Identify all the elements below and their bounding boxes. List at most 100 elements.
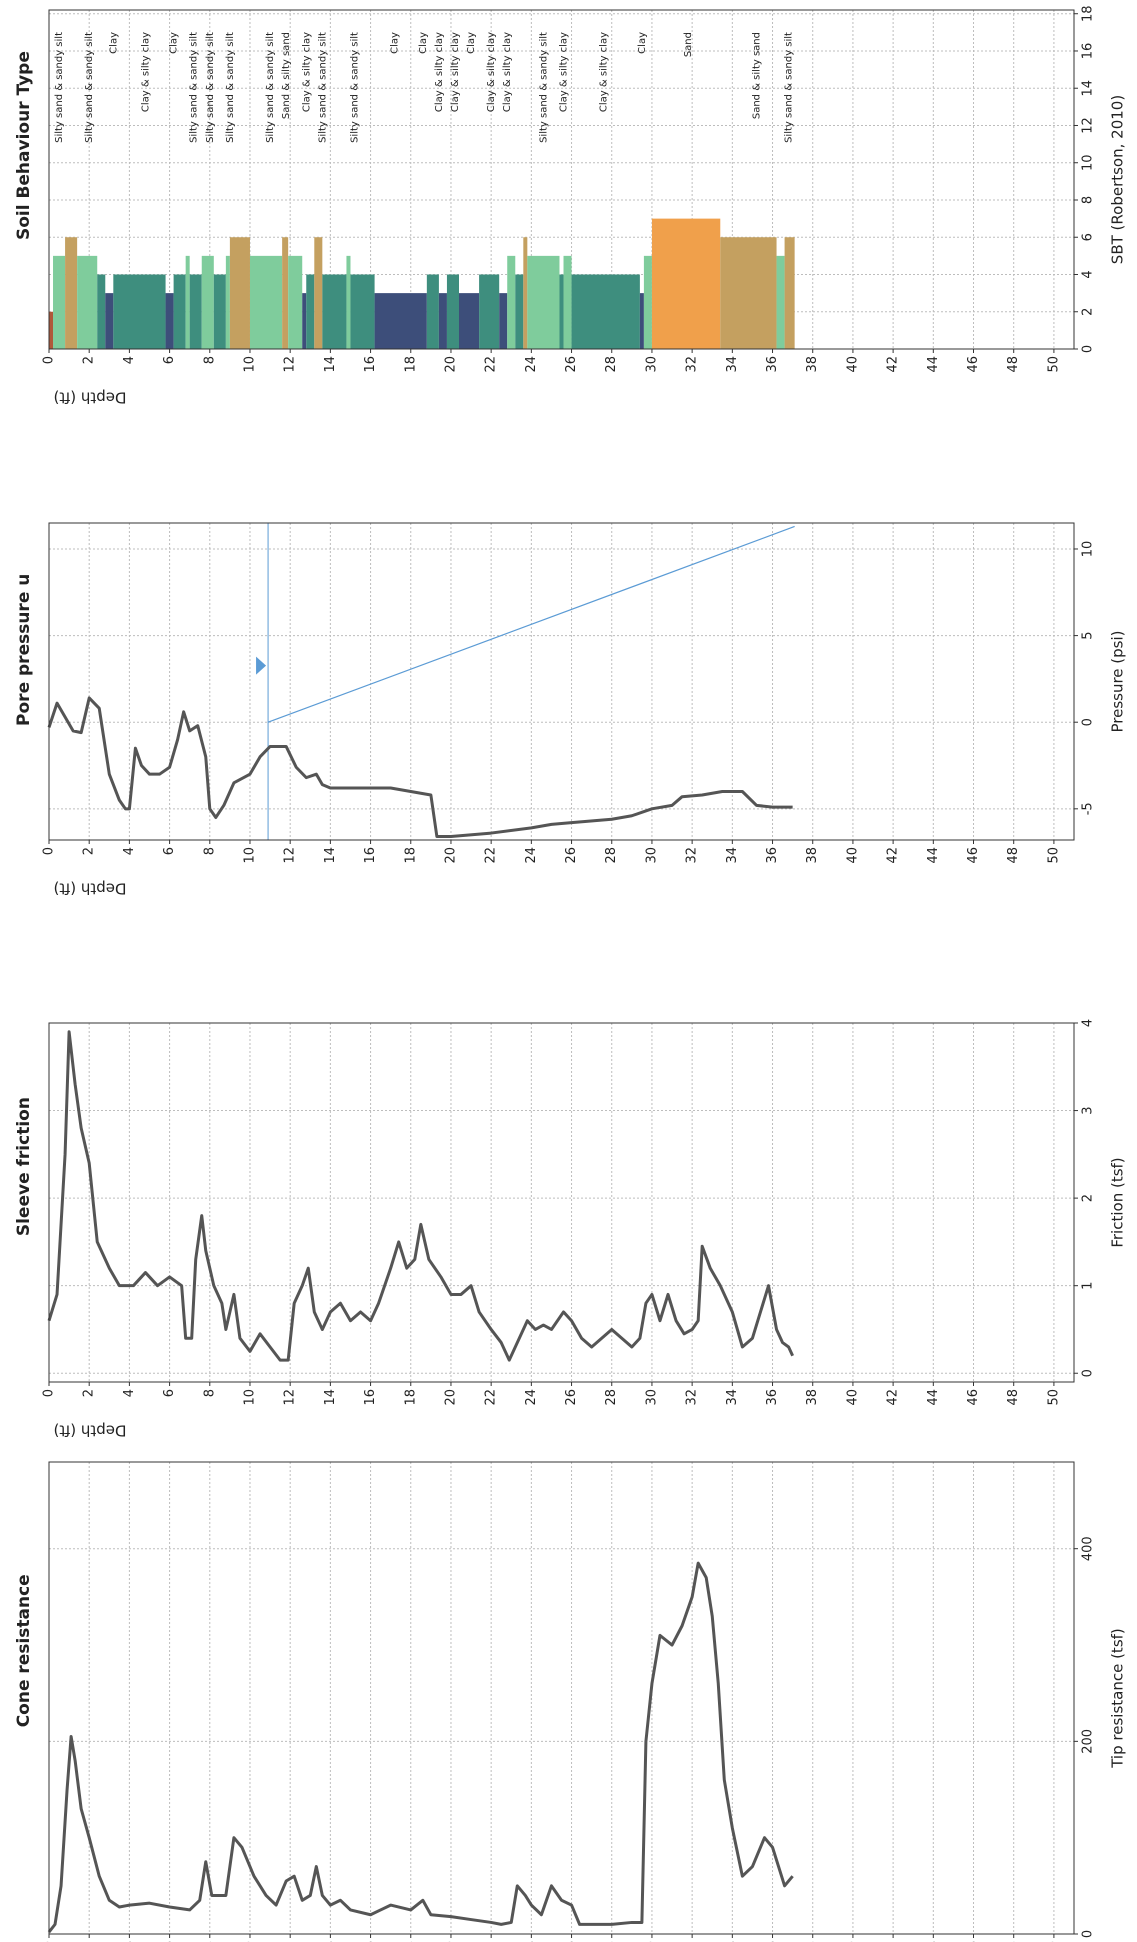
sbt-bar <box>173 274 186 349</box>
sbt-bar <box>446 274 459 349</box>
x-tick-label: 42 <box>886 356 901 373</box>
sbt-bar <box>350 274 375 349</box>
sbt-label: Silty sand & sandy silt <box>225 32 236 143</box>
sbt-bar <box>49 311 54 349</box>
sbt-bar <box>53 255 66 349</box>
sbt-bar <box>165 293 174 349</box>
sbt-label: Clay & silty clay <box>486 32 497 112</box>
y-tick-label: 0 <box>1081 1930 1096 1938</box>
x-tick-label: 12 <box>283 1389 298 1406</box>
x-tick-label: 44 <box>926 847 941 864</box>
y-axis-label: Tip resistance (tsf) <box>1109 1628 1127 1769</box>
x-tick-label: 4 <box>122 847 137 855</box>
x-tick-label: 4 <box>122 1389 137 1397</box>
sbt-bar <box>639 293 644 349</box>
x-tick-label: 10 <box>242 356 257 373</box>
chart-title: Pore pressure u <box>14 574 34 726</box>
y-tick-label: 2 <box>1081 1194 1096 1202</box>
y-tick-label: 6 <box>1081 233 1096 241</box>
y-tick-label: 200 <box>1081 1729 1096 1754</box>
x-tick-label: 6 <box>162 356 177 364</box>
sbt-bar <box>65 237 78 349</box>
y-tick-label: 10 <box>1081 154 1096 171</box>
x-tick-label: 44 <box>926 356 941 373</box>
sbt-bar <box>306 274 315 349</box>
x-tick-label: 8 <box>202 847 217 855</box>
sbt-label: Silty sand & sandy silt <box>84 32 95 143</box>
sbt-bar <box>282 237 289 349</box>
y-tick-label: 18 <box>1081 5 1096 22</box>
x-tick-label: 20 <box>443 847 458 864</box>
x-tick-label: 16 <box>363 847 378 864</box>
data-line <box>47 1561 794 1933</box>
plot-frame <box>48 1461 1075 1935</box>
x-tick-label: 16 <box>363 1389 378 1406</box>
x-tick-label: 32 <box>685 847 700 864</box>
sbt-label: Clay & silty clay <box>502 32 513 112</box>
sbt-bar <box>185 255 190 349</box>
sbt-bar <box>302 293 307 349</box>
sbt-bar <box>720 237 777 349</box>
x-tick-label: 2 <box>82 1389 97 1397</box>
sbt-label: Silty sand & sandy silt <box>189 32 200 143</box>
x-tick-label: 48 <box>1006 356 1021 373</box>
chart-title: Cone resistance <box>14 1574 34 1727</box>
sbt-label: Silty sand & sandy silt <box>538 32 549 143</box>
x-tick-label: 10 <box>242 1389 257 1406</box>
sbt-bar <box>507 255 516 349</box>
sbt-label: Silty sand & sandy silt <box>205 32 216 143</box>
x-tick-label: 20 <box>443 1389 458 1406</box>
sbt-label: Clay & silty clay <box>559 32 570 112</box>
sbt-bar <box>113 274 166 349</box>
x-tick-label: 18 <box>403 847 418 864</box>
x-tick-label: 30 <box>644 356 659 373</box>
plot-frame <box>48 9 1075 350</box>
water-table-marker <box>256 656 267 675</box>
y-axis-label: SBT (Robertson, 2010) <box>1109 95 1127 264</box>
sbt-label: Silty sand & sandy silt <box>265 32 276 143</box>
sbt-bar <box>374 293 427 349</box>
sbt-bar <box>438 293 447 349</box>
x-tick-label: 44 <box>926 1389 941 1406</box>
sbt-bar <box>563 255 572 349</box>
x-tick-label: 28 <box>604 1389 619 1406</box>
x-tick-label: 26 <box>564 1389 579 1406</box>
sbt-bar <box>515 274 524 349</box>
y-tick-label: 10 <box>1081 541 1096 558</box>
y-tick-label: 12 <box>1081 117 1096 134</box>
y-tick-label: 16 <box>1081 43 1096 60</box>
sbt-bar <box>523 237 528 349</box>
x-tick-label: 42 <box>886 1389 901 1406</box>
x-tick-label: 38 <box>805 1389 820 1406</box>
y-tick-label: 5 <box>1081 631 1096 639</box>
x-tick-label: 0 <box>42 356 57 364</box>
sbt-bar <box>346 255 351 349</box>
sbt-bar <box>213 274 226 349</box>
x-tick-label: 34 <box>725 1389 740 1406</box>
x-tick-label: 40 <box>845 356 860 373</box>
y-tick-label: 4 <box>1081 270 1096 278</box>
sbt-bar <box>479 274 500 349</box>
sbt-label: Clay <box>466 32 477 54</box>
data-line <box>267 525 795 723</box>
sbt-label: Clay & silty clay <box>140 32 151 112</box>
plot-frame <box>48 522 1075 841</box>
x-tick-label: 26 <box>564 356 579 373</box>
x-tick-label: 40 <box>845 847 860 864</box>
x-tick-label: 12 <box>283 847 298 864</box>
x-tick-label: 20 <box>443 356 458 373</box>
y-tick-label: 14 <box>1081 80 1096 97</box>
y-axis-label: Friction (tsf) <box>1109 1157 1127 1247</box>
x-tick-label: 12 <box>283 356 298 373</box>
x-tick-label: 24 <box>524 356 539 373</box>
sbt-label: Clay <box>637 32 648 54</box>
sbt-bar <box>189 274 202 349</box>
x-tick-label: 34 <box>725 356 740 373</box>
sbt-bar <box>651 218 721 349</box>
x-tick-label: 50 <box>1046 356 1061 373</box>
x-tick-label: 30 <box>644 1389 659 1406</box>
x-tick-label: 18 <box>403 356 418 373</box>
y-tick-label: 0 <box>1081 718 1096 726</box>
